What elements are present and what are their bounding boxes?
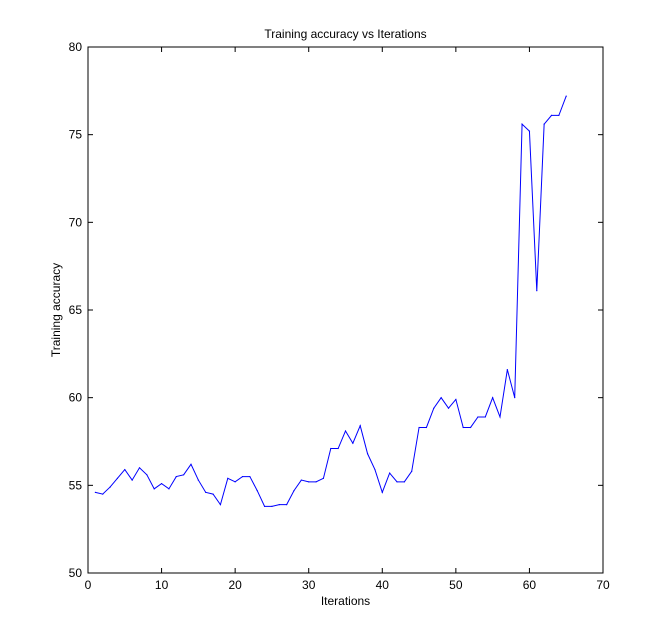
data-point [146,474,148,476]
data-point [469,426,472,429]
data-point [271,505,273,507]
data-point [124,468,126,471]
data-point [381,491,383,493]
data-point [109,486,111,488]
data-point [528,130,531,132]
data-point [455,398,457,401]
data-point [300,479,302,481]
data-point [558,114,560,116]
data-point [389,472,391,474]
data-point [205,491,207,493]
y-tick-label: 55 [69,478,83,492]
data-point [94,491,96,493]
x-tick-label: 70 [596,578,610,592]
data-point [197,479,199,481]
data-point [190,463,192,465]
data-point [425,426,428,429]
x-tick-label: 30 [302,578,316,592]
x-tick-label: 10 [155,578,169,592]
data-point [418,426,420,429]
data-point [241,475,244,478]
y-tick-label: 50 [69,566,83,580]
data-point [543,123,545,125]
data-point [550,114,553,116]
data-point [447,407,450,409]
data-point [102,493,104,495]
data-point [492,397,494,399]
y-axis-label: Training accuracy [49,263,63,357]
data-point [131,479,133,481]
data-point [315,481,317,483]
data-point [249,475,251,478]
y-tick-label: 75 [69,128,83,142]
data-point [396,481,398,483]
x-tick-label: 50 [449,578,463,592]
data-point [344,430,347,432]
data-point [212,493,214,495]
data-point [308,481,310,483]
data-point [183,474,185,476]
series-points [94,95,567,507]
data-point [168,488,170,490]
data-point [359,425,361,427]
x-tick-label: 40 [376,578,390,592]
y-tick-label: 80 [69,40,83,54]
data-point [440,397,442,399]
data-point [263,505,266,507]
data-point [433,407,435,409]
data-point [499,416,501,418]
data-point [477,416,479,418]
data-point [219,504,222,506]
data-point [138,467,141,469]
data-point [256,489,258,492]
data-point [278,504,280,506]
data-point [153,488,155,490]
axis-tick-labels: 0 10 20 30 40 50 60 70 50 55 60 65 70 75 80 [69,40,610,592]
y-tick-label: 65 [69,303,83,317]
data-point [506,369,508,371]
data-point [286,504,288,506]
axis-ticks [87,46,604,574]
x-tick-label: 0 [85,578,92,592]
data-point [337,447,339,450]
data-point [462,426,464,429]
data-point [366,453,369,455]
chart-title: Training accuracy vs Iterations [264,27,426,41]
data-point [330,447,332,450]
y-tick-label: 60 [69,391,83,405]
data-point [234,481,236,483]
data-point [536,290,538,292]
data-point [116,477,119,479]
data-point [175,475,177,478]
x-tick-label: 60 [523,578,537,592]
x-tick-label: 20 [228,578,242,592]
data-point [514,397,516,399]
data-point [565,95,567,97]
data-point [322,477,325,479]
plot-area [87,46,604,574]
data-point [411,470,413,472]
data-point [403,481,405,483]
data-point [374,468,376,471]
y-tick-label: 70 [69,215,83,229]
data-point [352,442,354,444]
data-point [521,123,523,125]
x-axis-label: Iterations [321,594,370,608]
data-point [160,482,163,485]
data-point [484,416,486,418]
data-point [227,477,229,479]
data-point [293,489,295,492]
